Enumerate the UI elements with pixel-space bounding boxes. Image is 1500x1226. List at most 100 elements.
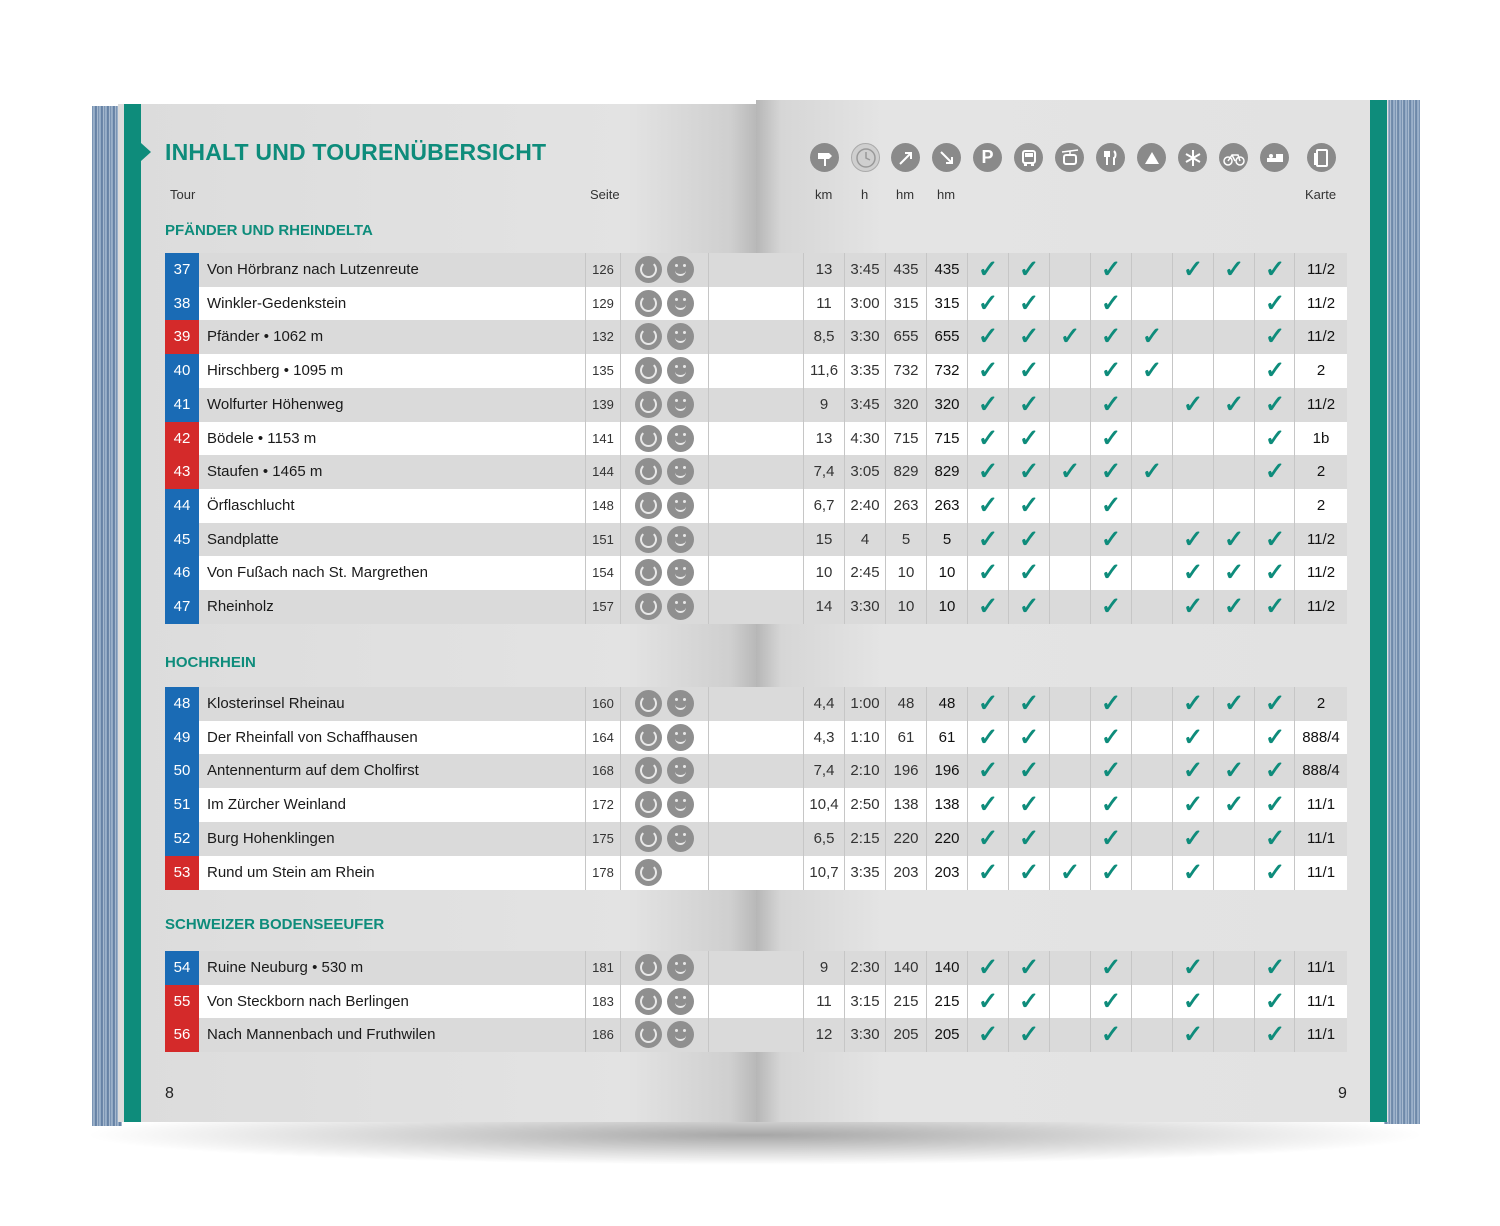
tour-row[interactable]: 54 Ruine Neuburg • 530 m 181 9 2:30 140 140 ✓ ✓ ✓… bbox=[165, 951, 1347, 985]
tour-map: 2 bbox=[1316, 695, 1326, 712]
column-divider bbox=[1090, 1018, 1091, 1053]
column-divider bbox=[1049, 488, 1050, 523]
tour-row[interactable]: 52 Burg Hohenklingen 175 6,5 2:15 220 220 ✓ ✓ ✓ ✓ ✓… bbox=[165, 821, 1347, 856]
column-divider bbox=[1294, 788, 1295, 823]
tour-km: 13 bbox=[815, 429, 833, 447]
check-icon: ✓ bbox=[1264, 559, 1286, 587]
tour-duration: 1:00 bbox=[850, 695, 880, 712]
column-divider bbox=[1213, 951, 1214, 985]
column-divider bbox=[1172, 286, 1173, 321]
column-divider bbox=[1008, 821, 1009, 856]
column-divider bbox=[1090, 387, 1091, 422]
tour-descent: 655 bbox=[934, 328, 960, 346]
page-number-left: 8 bbox=[165, 1085, 174, 1102]
column-divider bbox=[1008, 788, 1009, 823]
check-icon: ✓ bbox=[1141, 323, 1163, 351]
check-icon: ✓ bbox=[1182, 757, 1204, 785]
tour-row[interactable]: 48 Klosterinsel Rheinau 160 4,4 1:00 48 48 ✓ ✓ ✓ ✓… bbox=[165, 687, 1347, 721]
check-icon: ✓ bbox=[977, 791, 999, 819]
tour-page: 157 bbox=[592, 599, 614, 614]
difficulty-icon bbox=[635, 458, 662, 486]
column-divider bbox=[1131, 522, 1132, 557]
column-divider bbox=[708, 320, 709, 355]
tour-row[interactable]: 56 Nach Mannenbach und Fruthwilen 186 12 3:3… bbox=[165, 1018, 1347, 1053]
tour-row[interactable]: 55 Von Steckborn nach Berlingen 183 11 3:15 2… bbox=[165, 984, 1347, 1019]
tour-row[interactable]: 43 Staufen • 1465 m 144 7,4 3:05 829 829 ✓ ✓ ✓ ✓ ✓ ✓… bbox=[165, 455, 1347, 490]
tour-name: Der Rheinfall von Schaffhausen bbox=[207, 728, 418, 746]
column-divider bbox=[1172, 788, 1173, 823]
tour-row[interactable]: 49 Der Rheinfall von Schaffhausen 164 4,3 1:… bbox=[165, 720, 1347, 755]
check-icon: ✓ bbox=[977, 424, 999, 452]
tour-ascent: 732 bbox=[893, 362, 919, 380]
cablecar-icon bbox=[1055, 143, 1084, 172]
tour-km: 8,5 bbox=[813, 328, 835, 346]
column-divider bbox=[1213, 253, 1214, 287]
column-divider bbox=[1213, 1018, 1214, 1053]
left-accent-band bbox=[124, 104, 141, 1122]
tour-row[interactable]: 47 Rheinholz 157 14 3:30 10 10 ✓ ✓ ✓ ✓ ✓ ✓ 11/2 bbox=[165, 590, 1347, 624]
column-divider bbox=[1090, 320, 1091, 355]
column-divider bbox=[1294, 590, 1295, 624]
column-divider bbox=[585, 253, 586, 287]
column-divider bbox=[1049, 821, 1050, 856]
column-divider bbox=[1090, 984, 1091, 1019]
column-divider bbox=[1294, 253, 1295, 287]
tour-row[interactable]: 45 Sandplatte 151 15 4 5 5 ✓ ✓ ✓ ✓ ✓ ✓ 11/2 bbox=[165, 522, 1347, 557]
column-divider bbox=[1008, 421, 1009, 456]
difficulty-icon bbox=[635, 1021, 662, 1049]
tour-row[interactable]: 41 Wolfurter Höhenweg 139 9 3:45 320 320 ✓ ✓ ✓ ✓ ✓ ✓… bbox=[165, 387, 1347, 422]
tour-row[interactable]: 51 Im Zürcher Weinland 172 10,4 2:50 138 138 ✓ ✓… bbox=[165, 788, 1347, 823]
tour-descent: 220 bbox=[934, 829, 960, 847]
tour-map: 11/1 bbox=[1306, 829, 1336, 847]
column-divider bbox=[1131, 984, 1132, 1019]
tour-row[interactable]: 39 Pfänder • 1062 m 132 8,5 3:30 655 655 ✓ ✓ ✓ ✓ ✓ ✓… bbox=[165, 320, 1347, 355]
difficulty-icon bbox=[635, 491, 662, 519]
tour-number: 44 bbox=[165, 488, 199, 523]
column-divider bbox=[926, 1018, 927, 1053]
column-divider bbox=[926, 590, 927, 624]
tour-page: 164 bbox=[592, 729, 614, 745]
section-heading: SCHWEIZER BODENSEEUFER bbox=[165, 916, 385, 933]
difficulty-icon bbox=[635, 791, 662, 819]
tour-page: 154 bbox=[592, 565, 614, 581]
column-divider bbox=[1294, 522, 1295, 557]
column-divider bbox=[1008, 687, 1009, 721]
family-icon bbox=[667, 757, 694, 785]
check-icon: ✓ bbox=[977, 723, 999, 751]
column-divider bbox=[967, 720, 968, 755]
column-divider bbox=[1008, 1018, 1009, 1053]
tour-duration: 3:05 bbox=[850, 463, 880, 481]
check-icon: ✓ bbox=[977, 323, 999, 351]
column-divider bbox=[1254, 522, 1255, 557]
tour-row[interactable]: 42 Bödele • 1153 m 141 13 4:30 715 715 ✓ ✓ ✓ ✓ 1b bbox=[165, 421, 1347, 456]
column-divider bbox=[967, 387, 968, 422]
tour-row[interactable]: 44 Örflaschlucht 148 6,7 2:40 263 263 ✓ ✓ ✓ 2 bbox=[165, 488, 1347, 523]
column-divider bbox=[1049, 590, 1050, 624]
column-divider bbox=[1049, 720, 1050, 755]
tour-km: 12 bbox=[815, 1026, 833, 1044]
tour-name: Von Steckborn nach Berlingen bbox=[207, 992, 409, 1010]
column-divider bbox=[1213, 488, 1214, 523]
column-divider bbox=[708, 590, 709, 624]
column-divider bbox=[1213, 687, 1214, 721]
tour-row[interactable]: 38 Winkler-Gedenkstein 129 11 3:00 315 315 ✓ ✓ ✓ ✓… bbox=[165, 286, 1347, 321]
tour-number: 43 bbox=[165, 455, 199, 490]
tour-km: 10,4 bbox=[809, 796, 839, 814]
tour-row[interactable]: 37 Von Hörbranz nach Lutzenreute 126 13 3:45… bbox=[165, 253, 1347, 287]
tour-row[interactable]: 46 Von Fußach nach St. Margrethen 154 10 2:4… bbox=[165, 556, 1347, 591]
column-divider bbox=[967, 556, 968, 591]
tour-page: 151 bbox=[592, 531, 614, 547]
tour-row[interactable]: 53 Rund um Stein am Rhein 178 10,7 3:35 203 20… bbox=[165, 855, 1347, 890]
tour-map: 2 bbox=[1316, 362, 1326, 380]
column-divider bbox=[708, 421, 709, 456]
tour-row[interactable]: 40 Hirschberg • 1095 m 135 11,6 3:35 732 732 ✓ ✓… bbox=[165, 354, 1347, 389]
column-divider bbox=[1172, 951, 1173, 985]
column-divider bbox=[620, 556, 621, 591]
tour-row[interactable]: 50 Antennenturm auf dem Cholfirst 168 7,4 2:… bbox=[165, 754, 1347, 789]
check-icon: ✓ bbox=[1018, 593, 1040, 620]
tour-name: Hirschberg • 1095 m bbox=[207, 362, 344, 380]
column-divider bbox=[926, 286, 927, 321]
tour-name: Sandplatte bbox=[207, 530, 279, 548]
check-icon: ✓ bbox=[977, 690, 999, 717]
column-divider bbox=[585, 855, 586, 890]
